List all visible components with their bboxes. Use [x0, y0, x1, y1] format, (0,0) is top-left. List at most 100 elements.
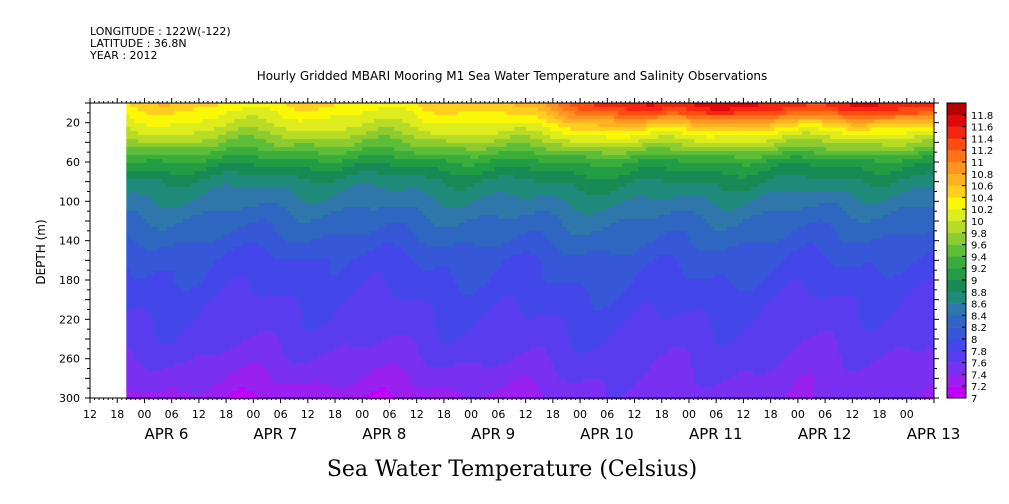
- heatmap-cell: [278, 175, 283, 180]
- heatmap-cell: [158, 167, 163, 172]
- heatmap-cell: [350, 127, 355, 132]
- heatmap-cell: [190, 395, 195, 400]
- heatmap-cell: [142, 291, 147, 296]
- heatmap-cell: [258, 379, 263, 384]
- heatmap-cell: [174, 135, 179, 140]
- heatmap-cell: [286, 375, 291, 380]
- heatmap-cell: [130, 375, 135, 380]
- heatmap-cell: [294, 391, 299, 396]
- heatmap-cell: [358, 395, 363, 400]
- heatmap-cell: [170, 347, 175, 352]
- heatmap-cell: [162, 127, 167, 132]
- heatmap-cell: [158, 243, 163, 248]
- heatmap-cell: [234, 367, 239, 372]
- heatmap-cell: [158, 375, 163, 380]
- heatmap-cell: [334, 299, 339, 304]
- heatmap-cell: [266, 167, 271, 172]
- heatmap-cell: [150, 107, 155, 112]
- heatmap-cell: [154, 299, 159, 304]
- heatmap-cell: [138, 127, 143, 132]
- heatmap-cell: [174, 155, 179, 160]
- heatmap-cell: [382, 395, 387, 400]
- heatmap-cell: [250, 203, 255, 208]
- heatmap-cell: [126, 363, 131, 368]
- heatmap-cell: [342, 391, 347, 396]
- heatmap-cell: [346, 235, 351, 240]
- heatmap-cell: [262, 115, 267, 120]
- heatmap-cell: [322, 191, 327, 196]
- heatmap-cell: [270, 207, 275, 212]
- heatmap-cell: [266, 119, 271, 124]
- heatmap-cell: [274, 147, 279, 152]
- heatmap-cell: [242, 119, 247, 124]
- heatmap-cell: [366, 323, 371, 328]
- heatmap-cell: [190, 323, 195, 328]
- heatmap-cell: [254, 219, 259, 224]
- heatmap-cell: [290, 331, 295, 336]
- heatmap-cell: [222, 375, 227, 380]
- heatmap-cell: [246, 383, 251, 388]
- heatmap-cell: [250, 131, 255, 136]
- heatmap-cell: [282, 151, 287, 156]
- heatmap-cell: [262, 263, 267, 268]
- heatmap-cell: [126, 203, 131, 208]
- heatmap-cell: [154, 175, 159, 180]
- heatmap-cell: [126, 319, 131, 324]
- heatmap-cell: [374, 363, 379, 368]
- heatmap-cell: [162, 139, 167, 144]
- heatmap-cell: [154, 203, 159, 208]
- heatmap-cell: [258, 255, 263, 260]
- heatmap-cell: [162, 135, 167, 140]
- heatmap-cell: [378, 171, 383, 176]
- heatmap-cell: [366, 363, 371, 368]
- heatmap-cell: [202, 247, 207, 252]
- heatmap-cell: [210, 119, 215, 124]
- heatmap-cell: [370, 147, 375, 152]
- heatmap-cell: [214, 267, 219, 272]
- heatmap-cell: [246, 123, 251, 128]
- heatmap-cell: [186, 363, 191, 368]
- heatmap-cell: [338, 395, 343, 400]
- heatmap-cell: [190, 151, 195, 156]
- heatmap-cell: [362, 243, 367, 248]
- heatmap-cell: [290, 179, 295, 184]
- heatmap-cell: [326, 127, 331, 132]
- heatmap-cell: [186, 299, 191, 304]
- heatmap-cell: [374, 323, 379, 328]
- heatmap-cell: [238, 111, 243, 116]
- heatmap-cell: [134, 135, 139, 140]
- heatmap-cell: [170, 131, 175, 136]
- heatmap-cell: [322, 367, 327, 372]
- heatmap-cell: [326, 279, 331, 284]
- heatmap-cell: [130, 223, 135, 228]
- heatmap-cell: [394, 183, 399, 188]
- heatmap-cell: [314, 283, 319, 288]
- heatmap-cell: [254, 235, 259, 240]
- heatmap-cell: [266, 139, 271, 144]
- heatmap-cell: [242, 295, 247, 300]
- heatmap-cell: [238, 155, 243, 160]
- heatmap-cell: [210, 127, 215, 132]
- heatmap-cell: [382, 123, 387, 128]
- heatmap-cell: [214, 111, 219, 116]
- heatmap-cell: [318, 279, 323, 284]
- heatmap-cell: [222, 323, 227, 328]
- heatmap-cell: [166, 235, 171, 240]
- heatmap-cell: [218, 391, 223, 396]
- heatmap-cell: [190, 379, 195, 384]
- heatmap-cell: [146, 183, 151, 188]
- heatmap-cell: [210, 179, 215, 184]
- heatmap-cell: [346, 139, 351, 144]
- heatmap-cell: [342, 347, 347, 352]
- heatmap-cell: [390, 115, 395, 120]
- heatmap-cell: [350, 239, 355, 244]
- heatmap-cell: [314, 231, 319, 236]
- heatmap-cell: [154, 211, 159, 216]
- heatmap-cell: [270, 131, 275, 136]
- heatmap-cell: [230, 143, 235, 148]
- heatmap-cell: [142, 155, 147, 160]
- heatmap-cell: [362, 151, 367, 156]
- heatmap-cell: [322, 207, 327, 212]
- heatmap-cell: [238, 195, 243, 200]
- heatmap-cell: [310, 195, 315, 200]
